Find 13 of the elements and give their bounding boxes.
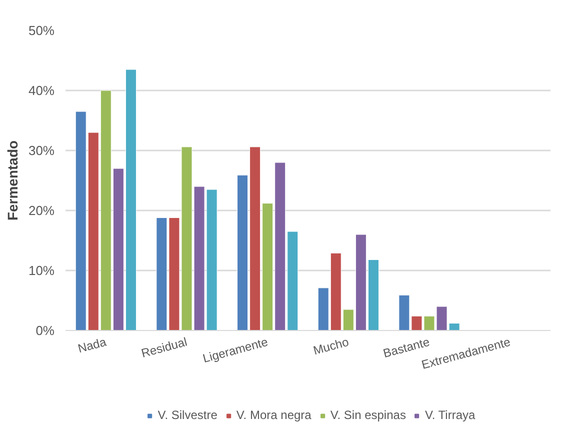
x-tick-label: Mucho <box>312 334 351 358</box>
y-tick-label: 40% <box>28 83 55 98</box>
legend-label: V. Sin espinas <box>330 408 406 422</box>
legend-label: V. Tirraya <box>424 408 476 422</box>
y-tick-label: 0% <box>36 323 55 338</box>
y-axis-title: Fermentado <box>4 140 20 221</box>
legend-label: V. Mora negra <box>236 408 312 422</box>
y-tick-label: 50% <box>28 23 55 38</box>
y-tick-label: 30% <box>28 143 55 158</box>
y-tick-label: 20% <box>28 203 55 218</box>
x-tick-label: Nada <box>76 334 108 356</box>
y-tick-label: 10% <box>28 263 55 278</box>
legend-label: V. Silvestre <box>158 408 218 422</box>
